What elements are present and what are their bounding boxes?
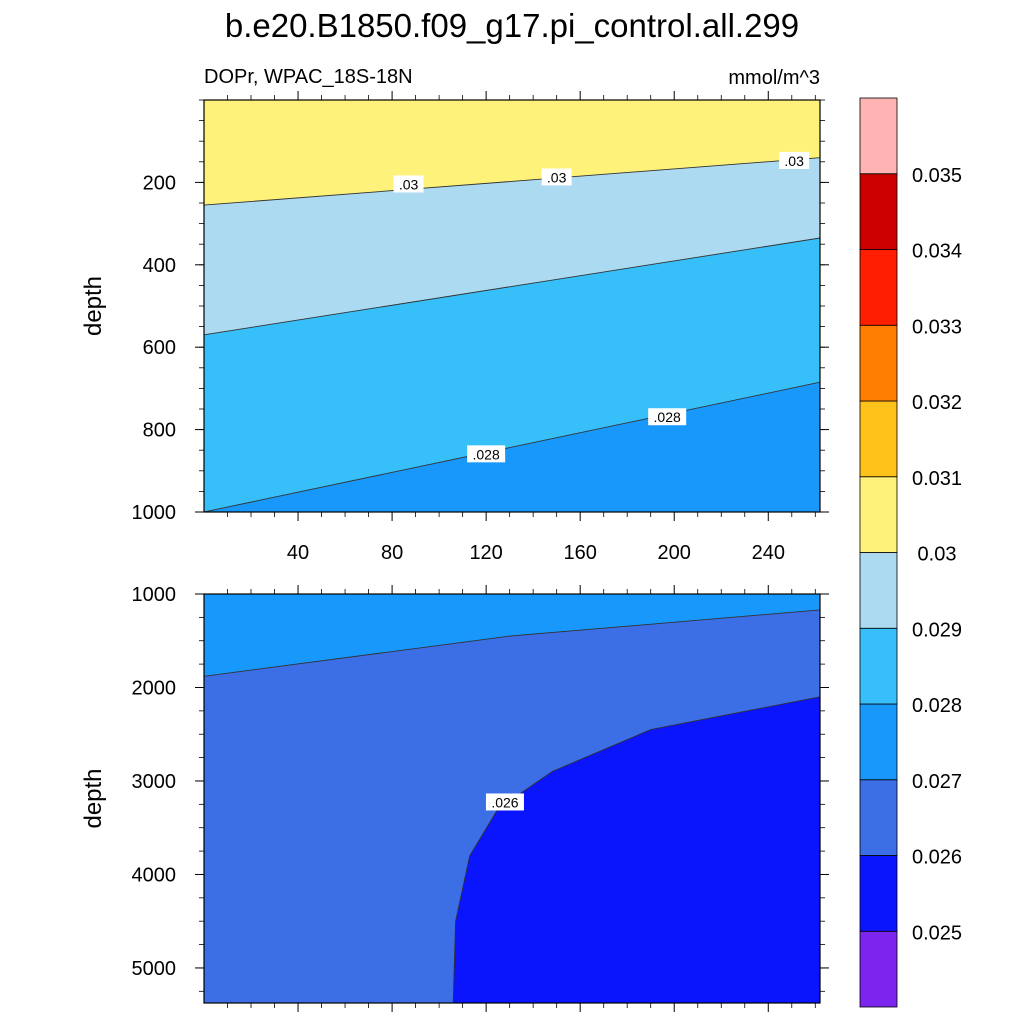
y-tick-label: 1000 <box>132 584 177 606</box>
colorbar-segment <box>859 97 898 175</box>
colorbar: 0.025 0.026 0.027 0.028 0.029 0.03 0.031 0.032 0… <box>859 97 962 1008</box>
colorbar-segment <box>859 627 898 705</box>
colorbar-label: 0.026 <box>912 847 962 869</box>
colorbar-label: 0.027 <box>912 771 962 793</box>
x-tick-label: 40 <box>287 542 309 564</box>
contour-label-text: .026 <box>491 794 518 810</box>
contour-label-text: .03 <box>399 176 419 192</box>
contour-label: .03 <box>779 151 810 169</box>
y-tick-label: 4000 <box>132 864 177 886</box>
contour-line <box>204 381 820 512</box>
x-tick-label: 160 <box>563 542 596 564</box>
contour-label-box <box>485 793 524 811</box>
y-tick-label: 3000 <box>132 771 177 793</box>
variable-label: DOPr, WPAC_18S-18N <box>204 66 413 88</box>
contour-label-box <box>467 445 506 463</box>
contour-label: .03 <box>393 175 424 193</box>
contour-label-box <box>648 408 687 426</box>
y-tick-label: 800 <box>143 420 176 442</box>
colorbar-segment <box>859 552 898 629</box>
contour-label-text: .03 <box>784 153 804 169</box>
contour-label-box <box>779 151 810 169</box>
contour-label: .028 <box>648 408 687 426</box>
contour-label-text: .028 <box>473 446 500 462</box>
contour-label-box <box>541 168 572 186</box>
contour-label: .026 <box>485 793 524 811</box>
upper-contour-panel: .03 .03 .03 .028 .028 200 400 600 800 1000 depth 40… <box>80 91 829 564</box>
colorbar-label: 0.033 <box>912 316 962 338</box>
contour-label: .03 <box>541 168 572 186</box>
contour-line <box>204 609 820 677</box>
y-tick-label: 1000 <box>132 502 177 524</box>
contour-label-box <box>393 175 424 193</box>
x-tick-label: 120 <box>469 542 502 564</box>
contour-line <box>204 157 820 206</box>
plot-area-upper: .03 .03 .03 .028 .028 <box>204 100 820 512</box>
lower-contour-panel: .026 1000 2000 3000 4000 5000 depth <box>80 584 829 1012</box>
contour-label-text: .028 <box>654 409 681 425</box>
contour-label-text: .03 <box>547 169 567 185</box>
colorbar-segment <box>859 400 898 478</box>
colorbar-segment <box>859 855 898 932</box>
colorbar-label: 0.031 <box>912 468 962 490</box>
colorbar-segment <box>859 930 898 1008</box>
y-tick-label: 5000 <box>132 958 177 980</box>
colorbar-label: 0.029 <box>912 619 962 641</box>
plot-area-lower: .026 <box>204 594 820 1003</box>
contour-label: .028 <box>467 445 506 463</box>
colorbar-segment <box>859 173 898 250</box>
colorbar-segment <box>859 703 898 781</box>
y-tick-label: 400 <box>143 255 176 277</box>
x-tick-label: 240 <box>752 542 785 564</box>
y-axis-title: depth <box>80 276 107 336</box>
figure-title: b.e20.B1850.f09_g17.pi_control.all.299 <box>225 7 799 44</box>
colorbar-label: 0.034 <box>912 241 962 263</box>
band-fill <box>453 696 820 1003</box>
colorbar-label: 0.028 <box>912 695 962 717</box>
x-tick-label: 80 <box>381 542 403 564</box>
y-tick-label: 600 <box>143 337 176 359</box>
y-tick-label: 200 <box>143 172 176 194</box>
y-tick-label: 2000 <box>132 677 177 699</box>
y-axis-title: depth <box>80 768 107 828</box>
colorbar-label: 0.032 <box>912 392 962 414</box>
colorbar-segment <box>859 779 898 856</box>
plot-frame <box>203 593 821 1004</box>
colorbar-segment <box>859 324 898 402</box>
contour-line <box>204 237 820 336</box>
colorbar-label: 0.025 <box>912 922 962 944</box>
colorbar-segment <box>859 249 898 326</box>
colorbar-label: 0.03 <box>918 544 957 566</box>
units-label: mmol/m^3 <box>728 67 820 89</box>
colorbar-label: 0.035 <box>912 165 962 187</box>
x-tick-label: 200 <box>658 542 691 564</box>
colorbar-segment <box>859 476 898 553</box>
